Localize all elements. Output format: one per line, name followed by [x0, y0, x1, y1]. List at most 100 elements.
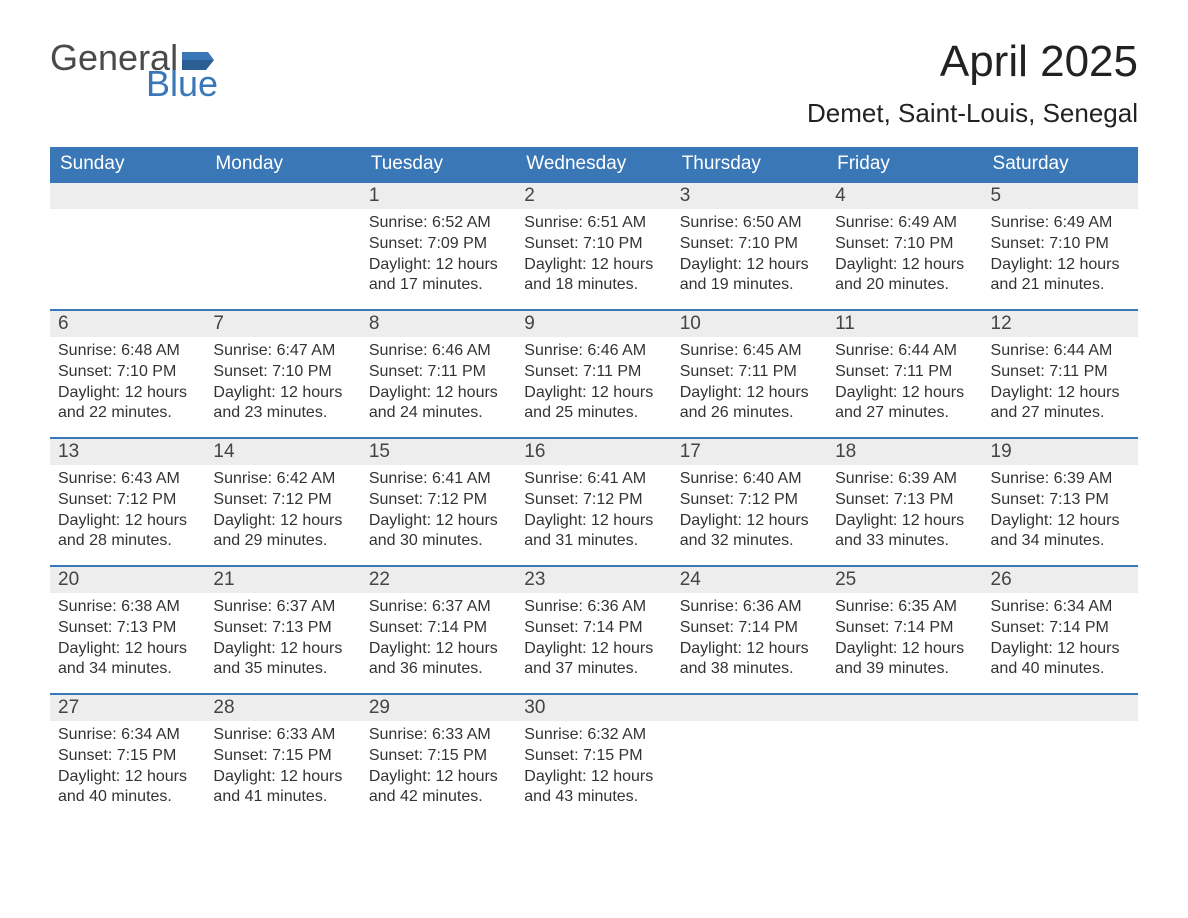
sunset-line: Sunset: 7:11 PM: [369, 362, 508, 383]
calendar-cell: [672, 694, 827, 822]
day-number: 7: [205, 311, 360, 337]
sunset-line: Sunset: 7:14 PM: [369, 618, 508, 639]
sunrise-line: Sunrise: 6:33 AM: [213, 725, 352, 746]
sunset-line: Sunset: 7:13 PM: [213, 618, 352, 639]
sunset-line: Sunset: 7:12 PM: [213, 490, 352, 511]
title-block: April 2025 Demet, Saint-Louis, Senegal: [807, 40, 1138, 129]
calendar-cell: 11Sunrise: 6:44 AMSunset: 7:11 PMDayligh…: [827, 310, 982, 438]
sunrise-line: Sunrise: 6:34 AM: [58, 725, 197, 746]
daylight-line: Daylight: 12 hours and 38 minutes.: [680, 639, 819, 681]
sunset-line: Sunset: 7:14 PM: [991, 618, 1130, 639]
day-number: 22: [361, 567, 516, 593]
sunset-line: Sunset: 7:14 PM: [680, 618, 819, 639]
sunrise-line: Sunrise: 6:51 AM: [524, 213, 663, 234]
day-number: 8: [361, 311, 516, 337]
day-number: 28: [205, 695, 360, 721]
page-header: General Blue April 2025 Demet, Saint-Lou…: [50, 40, 1138, 129]
day-details: Sunrise: 6:37 AMSunset: 7:14 PMDaylight:…: [361, 593, 516, 688]
calendar-cell: 14Sunrise: 6:42 AMSunset: 7:12 PMDayligh…: [205, 438, 360, 566]
day-details: Sunrise: 6:41 AMSunset: 7:12 PMDaylight:…: [516, 465, 671, 560]
day-details: Sunrise: 6:36 AMSunset: 7:14 PMDaylight:…: [516, 593, 671, 688]
calendar-week-row: 13Sunrise: 6:43 AMSunset: 7:12 PMDayligh…: [50, 438, 1138, 566]
day-number: 3: [672, 183, 827, 209]
day-details: Sunrise: 6:50 AMSunset: 7:10 PMDaylight:…: [672, 209, 827, 304]
day-number: [672, 695, 827, 721]
day-header: Thursday: [672, 147, 827, 182]
sunset-line: Sunset: 7:10 PM: [835, 234, 974, 255]
day-number: [827, 695, 982, 721]
daylight-line: Daylight: 12 hours and 27 minutes.: [835, 383, 974, 425]
day-number: 1: [361, 183, 516, 209]
day-header: Saturday: [983, 147, 1138, 182]
day-header: Tuesday: [361, 147, 516, 182]
sunset-line: Sunset: 7:14 PM: [524, 618, 663, 639]
daylight-line: Daylight: 12 hours and 40 minutes.: [991, 639, 1130, 681]
sunset-line: Sunset: 7:12 PM: [680, 490, 819, 511]
day-details: Sunrise: 6:37 AMSunset: 7:13 PMDaylight:…: [205, 593, 360, 688]
daylight-line: Daylight: 12 hours and 35 minutes.: [213, 639, 352, 681]
day-details: Sunrise: 6:46 AMSunset: 7:11 PMDaylight:…: [361, 337, 516, 432]
day-number: 5: [983, 183, 1138, 209]
daylight-line: Daylight: 12 hours and 36 minutes.: [369, 639, 508, 681]
daylight-line: Daylight: 12 hours and 32 minutes.: [680, 511, 819, 553]
calendar-cell: 26Sunrise: 6:34 AMSunset: 7:14 PMDayligh…: [983, 566, 1138, 694]
daylight-line: Daylight: 12 hours and 37 minutes.: [524, 639, 663, 681]
day-number: 24: [672, 567, 827, 593]
calendar-cell: 21Sunrise: 6:37 AMSunset: 7:13 PMDayligh…: [205, 566, 360, 694]
sunrise-line: Sunrise: 6:44 AM: [835, 341, 974, 362]
calendar-cell: 18Sunrise: 6:39 AMSunset: 7:13 PMDayligh…: [827, 438, 982, 566]
day-details: Sunrise: 6:49 AMSunset: 7:10 PMDaylight:…: [983, 209, 1138, 304]
day-number: 17: [672, 439, 827, 465]
day-details: Sunrise: 6:43 AMSunset: 7:12 PMDaylight:…: [50, 465, 205, 560]
day-header-row: Sunday Monday Tuesday Wednesday Thursday…: [50, 147, 1138, 182]
day-number: 25: [827, 567, 982, 593]
day-number: 15: [361, 439, 516, 465]
sunset-line: Sunset: 7:10 PM: [680, 234, 819, 255]
calendar-week-row: 6Sunrise: 6:48 AMSunset: 7:10 PMDaylight…: [50, 310, 1138, 438]
day-number: 20: [50, 567, 205, 593]
calendar-cell: 15Sunrise: 6:41 AMSunset: 7:12 PMDayligh…: [361, 438, 516, 566]
daylight-line: Daylight: 12 hours and 29 minutes.: [213, 511, 352, 553]
daylight-line: Daylight: 12 hours and 34 minutes.: [991, 511, 1130, 553]
day-details: Sunrise: 6:46 AMSunset: 7:11 PMDaylight:…: [516, 337, 671, 432]
day-number: 14: [205, 439, 360, 465]
sunrise-line: Sunrise: 6:50 AM: [680, 213, 819, 234]
calendar-cell: 6Sunrise: 6:48 AMSunset: 7:10 PMDaylight…: [50, 310, 205, 438]
calendar-cell: 9Sunrise: 6:46 AMSunset: 7:11 PMDaylight…: [516, 310, 671, 438]
daylight-line: Daylight: 12 hours and 39 minutes.: [835, 639, 974, 681]
calendar-cell: [205, 182, 360, 310]
day-details: Sunrise: 6:39 AMSunset: 7:13 PMDaylight:…: [827, 465, 982, 560]
day-details: Sunrise: 6:35 AMSunset: 7:14 PMDaylight:…: [827, 593, 982, 688]
calendar-cell: 8Sunrise: 6:46 AMSunset: 7:11 PMDaylight…: [361, 310, 516, 438]
daylight-line: Daylight: 12 hours and 17 minutes.: [369, 255, 508, 297]
day-number: [205, 183, 360, 209]
daylight-line: Daylight: 12 hours and 18 minutes.: [524, 255, 663, 297]
day-number: 30: [516, 695, 671, 721]
sunrise-line: Sunrise: 6:32 AM: [524, 725, 663, 746]
sunrise-line: Sunrise: 6:39 AM: [835, 469, 974, 490]
calendar-cell: 1Sunrise: 6:52 AMSunset: 7:09 PMDaylight…: [361, 182, 516, 310]
logo: General Blue: [50, 40, 218, 102]
day-details: Sunrise: 6:34 AMSunset: 7:14 PMDaylight:…: [983, 593, 1138, 688]
day-details: Sunrise: 6:38 AMSunset: 7:13 PMDaylight:…: [50, 593, 205, 688]
day-number: [983, 695, 1138, 721]
day-details: Sunrise: 6:33 AMSunset: 7:15 PMDaylight:…: [205, 721, 360, 816]
sunrise-line: Sunrise: 6:35 AM: [835, 597, 974, 618]
sunrise-line: Sunrise: 6:40 AM: [680, 469, 819, 490]
sunset-line: Sunset: 7:11 PM: [680, 362, 819, 383]
day-details: Sunrise: 6:52 AMSunset: 7:09 PMDaylight:…: [361, 209, 516, 304]
day-details: Sunrise: 6:44 AMSunset: 7:11 PMDaylight:…: [827, 337, 982, 432]
calendar-cell: 25Sunrise: 6:35 AMSunset: 7:14 PMDayligh…: [827, 566, 982, 694]
daylight-line: Daylight: 12 hours and 23 minutes.: [213, 383, 352, 425]
day-number: [50, 183, 205, 209]
calendar-cell: [983, 694, 1138, 822]
day-details: Sunrise: 6:39 AMSunset: 7:13 PMDaylight:…: [983, 465, 1138, 560]
day-header: Wednesday: [516, 147, 671, 182]
sunset-line: Sunset: 7:10 PM: [58, 362, 197, 383]
sunset-line: Sunset: 7:11 PM: [524, 362, 663, 383]
sunrise-line: Sunrise: 6:39 AM: [991, 469, 1130, 490]
sunrise-line: Sunrise: 6:47 AM: [213, 341, 352, 362]
day-details: Sunrise: 6:40 AMSunset: 7:12 PMDaylight:…: [672, 465, 827, 560]
calendar-cell: 24Sunrise: 6:36 AMSunset: 7:14 PMDayligh…: [672, 566, 827, 694]
calendar-week-row: 1Sunrise: 6:52 AMSunset: 7:09 PMDaylight…: [50, 182, 1138, 310]
